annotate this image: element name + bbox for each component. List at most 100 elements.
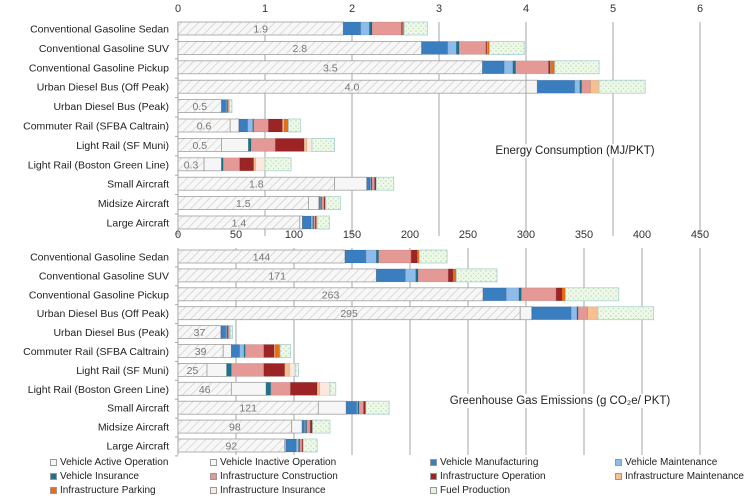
data-label: 0.6 [197,121,212,133]
x-tick-label: 1 [262,3,268,15]
x-tick-label: 50 [230,229,242,241]
data-label: 295 [340,308,358,320]
bar-segment-vehicle-maintenance [369,176,372,191]
bar-segment-vehicle-maintenance [574,79,581,94]
bar-segment-fuel-production [312,419,331,434]
bar-segment-fuel-production [294,362,300,377]
legend-label: Infrastructure Construction [220,471,338,482]
category-label: Urban Diesel Bus (Peak) [53,327,169,339]
legend-label: Infrastructure Parking [60,485,156,496]
bar-segment-fuel-production [565,287,620,302]
legend-item: Infrastructure Insurance [210,485,326,496]
bar-segment-vehicle-manufacturing [342,21,362,36]
bar-segment-vehicle-insurance [455,41,460,55]
bar-segment-vehicle-manufacturing [238,118,248,133]
bar-segment-fuel-production [554,60,600,75]
bar-segment-vehicle-inactive-operation [317,400,347,415]
legend-swatch [615,459,622,466]
bar-segment-fuel-production [228,99,233,113]
category-label: Small Aircraft [107,179,169,191]
data-label: 1.8 [249,179,264,191]
bar-segment-infrastructure-construction [515,60,550,75]
bar-segment-infrastructure-construction [417,268,449,283]
bar-segment-infrastructure-parking [452,268,457,283]
bar-segment-infrastructure-construction [577,306,588,321]
bar-segment-infrastructure-insurance [319,381,331,396]
data-label: 121 [239,403,257,415]
data-label: 144 [253,252,271,264]
bar-segment-vehicle-inactive-operation [203,157,222,172]
category-label: Small Aircraft [107,403,169,415]
x-tick-label: 3 [436,3,442,15]
bar-segment-infrastructure-construction [250,137,276,152]
category-label: Commuter Rail (SFBA Caltrain) [23,346,169,358]
bar-segment-infrastructure-operation [410,249,418,264]
bar-segment-vehicle-inactive-operation [334,176,368,191]
bar-segment-vehicle-inactive-operation [230,381,267,396]
legend-item: Vehicle Insurance [50,471,139,482]
legend-item: Infrastructure Parking [50,485,156,496]
bar-segment-fuel-production [302,438,318,453]
category-label: Midsize Aircraft [98,198,169,210]
bar-segment-vehicle-active-operation [177,249,346,264]
bar-segment-vehicle-inactive-operation [221,137,249,152]
bar-segment-vehicle-manufacturing [285,438,297,453]
bar-segment-vehicle-manufacturing [345,400,358,415]
bar-segment-fuel-production [455,268,498,283]
bar-segment-fuel-production [489,41,525,55]
bar-segment-infrastructure-operation [239,157,255,172]
bar-segment-infrastructure-operation [555,287,563,302]
bar-segment-vehicle-manufacturing [375,268,406,283]
chart-title: Greenhouse Gas Emissions (g CO₂e/ PKT) [450,395,671,407]
bar-segment-fuel-production [279,344,291,358]
bar-segment-fuel-production [229,325,233,340]
category-label: Urban Diesel Bus (Off Peak) [37,82,169,94]
bar-segment-vehicle-maintenance [239,344,245,358]
bar-segment-vehicle-insurance [265,381,272,396]
category-label: Light Rail (Boston Green Line) [28,159,169,171]
x-tick-label: 0 [175,229,181,241]
legend-label: Vehicle Maintenance [625,457,718,468]
category-label: Large Aircraft [107,441,170,453]
category-label: Conventional Gasoline Pickup [29,289,169,301]
category-label: Light Rail (SF Muni) [76,365,169,377]
data-label: 92 [226,441,238,453]
data-label: 39 [195,346,207,358]
x-tick-label: 4 [523,3,529,15]
chart-title-background [446,394,674,408]
bar-segment-infrastructure-operation [290,381,318,396]
bar-segment-vehicle-manufacturing [366,176,371,191]
bar-segment-infrastructure-construction [520,287,557,302]
bar-segment-fuel-production [288,118,302,133]
category-label: Commuter Rail (SFBA Caltrain) [23,121,169,133]
data-label: 2.8 [292,43,307,55]
legend-label: Infrastructure Operation [440,471,546,482]
category-label: Conventional Gasoline SUV [39,270,169,282]
data-label: 0.5 [192,140,207,152]
bar-segment-fuel-production [375,176,395,191]
legend-label: Fuel Production [440,485,511,496]
bar-segment-vehicle-insurance [576,306,579,321]
bar-segment-fuel-production [325,196,342,211]
bar-segment-vehicle-manufacturing [421,41,449,55]
bar-segment-vehicle-insurance [368,21,373,36]
bar-segment-infrastructure-maintenance [587,306,599,321]
legend-label: Vehicle Insurance [60,471,139,482]
bar-segment-vehicle-manufacturing [220,325,226,340]
x-tick-label: 450 [691,229,709,241]
bar-segment-vehicle-manufacturing [302,215,312,230]
bar-segment-vehicle-manufacturing [344,249,367,264]
x-tick-label: 5 [610,3,616,15]
legend-swatch [210,487,217,494]
bar-segment-infrastructure-construction [358,400,364,415]
bar-segment-infrastructure-maintenance [589,79,600,94]
data-label: 1.4 [232,218,247,230]
bar-segment-vehicle-inactive-operation [222,344,232,358]
bar-segment-vehicle-inactive-operation [519,306,533,321]
x-tick-label: 300 [517,229,535,241]
bar-segment-infrastructure-construction [581,79,591,94]
legend-item: Vehicle Maintenance [615,457,717,468]
bar-segment-vehicle-maintenance [503,60,514,75]
ghg-emissions-chart: 0 50 100 150 200 250 300 350 400 450 Conventional … [23,229,709,457]
